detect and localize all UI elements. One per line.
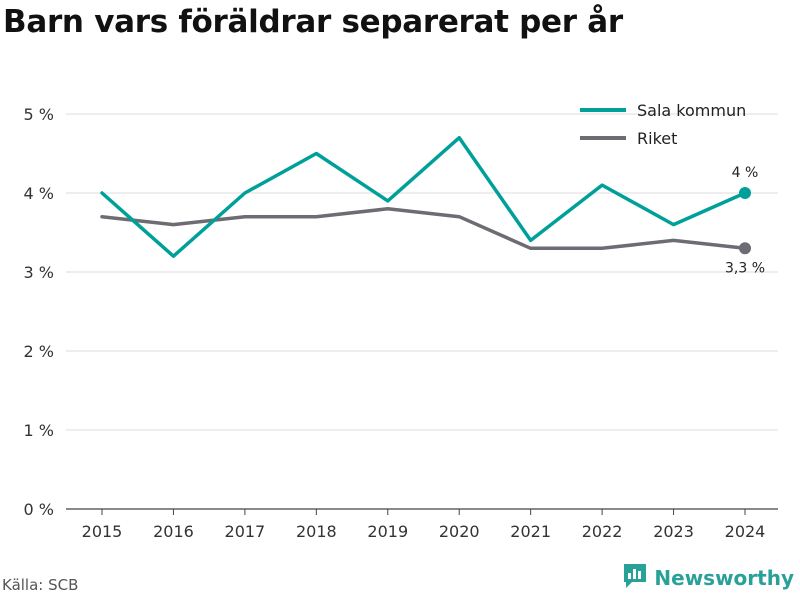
end-label-riket: 3,3 % xyxy=(725,260,765,276)
series-line-riket xyxy=(100,207,747,251)
x-tick-label: 2019 xyxy=(367,522,408,541)
newsworthy-logo-icon xyxy=(622,562,648,594)
brand-logo: Newsworthy xyxy=(622,562,794,594)
series-line-sala xyxy=(100,135,747,258)
brand-name: Newsworthy xyxy=(654,566,794,590)
legend: Sala kommun Riket xyxy=(580,101,746,148)
legend-label: Sala kommun xyxy=(637,101,746,120)
x-tick-label: 2024 xyxy=(725,522,766,541)
y-axis-ticks: 0 % 1 % 2 % 3 % 4 % 5 % xyxy=(24,105,54,519)
y-tick-label: 1 % xyxy=(24,421,54,440)
x-tick-label: 2016 xyxy=(153,522,194,541)
chart-title: Barn vars föräldrar separerat per år xyxy=(3,4,623,40)
x-tick-label: 2020 xyxy=(439,522,480,541)
y-tick-label: 3 % xyxy=(24,263,54,282)
end-label-sala: 4 % xyxy=(732,165,759,181)
end-point-sala xyxy=(739,187,751,199)
y-tick-label: 5 % xyxy=(24,105,54,124)
x-tick-label: 2021 xyxy=(510,522,551,541)
x-tick-label: 2018 xyxy=(296,522,337,541)
series-lines xyxy=(100,135,747,258)
y-tick-label: 2 % xyxy=(24,342,54,361)
legend-label: Riket xyxy=(637,129,677,148)
x-tick-label: 2023 xyxy=(653,522,694,541)
source-note: Källa: SCB xyxy=(2,576,79,594)
x-tick-label: 2015 xyxy=(82,522,123,541)
end-points xyxy=(739,187,751,255)
x-axis-ticks: 2015 2016 2017 2018 2019 2020 2021 2022 2023 2024 xyxy=(82,509,766,541)
y-tick-label: 0 % xyxy=(24,500,54,519)
gridlines xyxy=(66,113,778,510)
end-labels: 3,3 % 4 % xyxy=(725,165,765,276)
x-tick-label: 2017 xyxy=(225,522,266,541)
y-tick-label: 4 % xyxy=(24,184,54,203)
x-tick-label: 2022 xyxy=(582,522,623,541)
end-point-riket xyxy=(739,242,751,255)
